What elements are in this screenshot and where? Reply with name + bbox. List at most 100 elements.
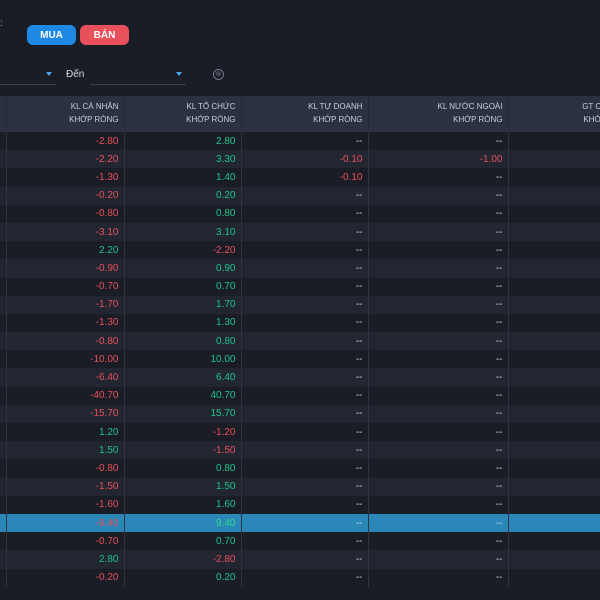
clear-icon[interactable]: ⊗ bbox=[213, 69, 224, 80]
institution-net-cell: 1.30 bbox=[124, 313, 242, 333]
proprietary-net-cell: -- bbox=[241, 313, 369, 333]
individual-net-cell: -3.10 bbox=[6, 222, 125, 242]
foreign-net-cell: -- bbox=[368, 295, 509, 314]
header-institution-net[interactable]: KL TỔ CHỨC KHỚP RÒNG bbox=[124, 96, 242, 132]
individual-value-cell: 1 bbox=[508, 423, 600, 442]
from-date-select[interactable] bbox=[0, 66, 56, 85]
to-label: Đến bbox=[66, 69, 85, 80]
table-row[interactable]: -0.200.20----- bbox=[0, 568, 600, 587]
row-leading-cell bbox=[0, 441, 7, 460]
institution-net-cell: 3.30 bbox=[124, 150, 242, 169]
institution-net-cell: 1.60 bbox=[124, 495, 242, 514]
header-foreign-net[interactable]: KL NƯỚC NGOÀI KHỚP RÒNG bbox=[368, 96, 509, 132]
proprietary-net-cell: -- bbox=[241, 259, 369, 278]
table-row[interactable]: -1.701.70-----1 bbox=[0, 295, 600, 314]
institution-net-cell: 2.80 bbox=[124, 132, 242, 151]
table-row[interactable]: -9.409.40-----8 bbox=[0, 513, 600, 533]
institution-net-cell: 0.80 bbox=[124, 204, 242, 223]
individual-value-cell: - bbox=[508, 168, 600, 187]
table-row[interactable]: -1.501.50-----1 bbox=[0, 477, 600, 496]
table-row[interactable]: 2.80-2.80----2 bbox=[0, 550, 600, 569]
table-row[interactable]: -0.700.70----- bbox=[0, 277, 600, 296]
proprietary-net-cell: -- bbox=[241, 532, 369, 551]
to-date-select[interactable] bbox=[90, 66, 186, 85]
sell-button[interactable]: BÁN bbox=[80, 25, 129, 45]
proprietary-net-cell: -- bbox=[241, 222, 369, 242]
foreign-net-cell: -- bbox=[368, 550, 509, 569]
row-leading-cell bbox=[0, 495, 7, 514]
foreign-net-cell: -- bbox=[368, 259, 509, 278]
individual-value-cell: -1 bbox=[508, 295, 600, 314]
row-leading-cell bbox=[0, 132, 7, 151]
row-leading-cell bbox=[0, 368, 7, 387]
table-row[interactable]: 1.50-1.50----1 bbox=[0, 441, 600, 460]
foreign-net-cell: -- bbox=[368, 132, 509, 151]
table-row[interactable]: -1.301.30-----1 bbox=[0, 313, 600, 333]
header-proprietary-net[interactable]: KL TỰ DOANH KHỚP RÒNG bbox=[241, 96, 369, 132]
individual-net-cell: -2.20 bbox=[6, 150, 125, 169]
row-leading-cell bbox=[0, 186, 7, 205]
buy-button[interactable]: MUA bbox=[27, 25, 76, 45]
individual-value-cell: -37 bbox=[508, 386, 600, 405]
table-row[interactable]: -2.203.30-0.10-1.00-1! bbox=[0, 150, 600, 169]
individual-net-cell: -1.30 bbox=[6, 168, 125, 187]
foreign-net-cell: -- bbox=[368, 168, 509, 187]
individual-value-cell: - bbox=[508, 277, 600, 296]
filter-bar: : MUA BÁN Đến ⊗ bbox=[0, 0, 600, 96]
institution-net-cell: 0.20 bbox=[124, 186, 242, 205]
header-individual-net[interactable]: KL CÁ NHÂN KHỚP RÒNG bbox=[6, 96, 125, 132]
individual-value-cell: 1 bbox=[508, 441, 600, 460]
individual-net-cell: -10.00 bbox=[6, 350, 125, 369]
table-row[interactable]: -1.601.60-----1 bbox=[0, 495, 600, 514]
individual-net-cell: -0.70 bbox=[6, 532, 125, 551]
foreign-net-cell: -- bbox=[368, 441, 509, 460]
table-row[interactable]: 1.20-1.20----1 bbox=[0, 423, 600, 442]
chevron-down-icon bbox=[176, 72, 182, 76]
row-leading-cell bbox=[0, 313, 7, 333]
table-row[interactable]: 2.20-2.20----1 bbox=[0, 241, 600, 260]
foreign-net-cell: -- bbox=[368, 568, 509, 587]
proprietary-net-cell: -- bbox=[241, 204, 369, 223]
individual-value-cell: -2 bbox=[508, 222, 600, 242]
individual-value-cell: -8 bbox=[508, 513, 600, 533]
individual-value-cell: -1 bbox=[508, 495, 600, 514]
individual-value-cell: - bbox=[508, 459, 600, 478]
institution-net-cell: 1.70 bbox=[124, 295, 242, 314]
foreign-net-cell: -1.00 bbox=[368, 150, 509, 169]
header-cell-leading bbox=[0, 96, 7, 132]
proprietary-net-cell: -- bbox=[241, 277, 369, 296]
foreign-net-cell: -- bbox=[368, 241, 509, 260]
individual-value-cell: -1 bbox=[508, 477, 600, 496]
institution-net-cell: 15.70 bbox=[124, 404, 242, 423]
proprietary-net-cell: -- bbox=[241, 186, 369, 205]
row-leading-cell bbox=[0, 550, 7, 569]
table-row[interactable]: -0.200.20----- bbox=[0, 186, 600, 205]
table-row[interactable]: -6.406.40-----5 bbox=[0, 368, 600, 387]
proprietary-net-cell: -0.10 bbox=[241, 168, 369, 187]
table-row[interactable]: -2.802.80-----1 bbox=[0, 132, 600, 151]
individual-value-cell: - bbox=[508, 532, 600, 551]
row-leading-cell bbox=[0, 168, 7, 187]
table-row[interactable]: -0.900.90----- bbox=[0, 259, 600, 278]
row-leading-cell bbox=[0, 459, 7, 478]
table-row[interactable]: -0.800.80----- bbox=[0, 459, 600, 478]
individual-net-cell: -0.90 bbox=[6, 259, 125, 278]
table-row[interactable]: -0.800.80----- bbox=[0, 332, 600, 351]
row-leading-cell bbox=[0, 404, 7, 423]
table-row[interactable]: -1.301.40-0.10--- bbox=[0, 168, 600, 187]
table-row[interactable]: -0.700.70----- bbox=[0, 532, 600, 551]
individual-net-cell: -1.50 bbox=[6, 477, 125, 496]
table-row[interactable]: -3.103.10-----2 bbox=[0, 222, 600, 242]
proprietary-net-cell: -- bbox=[241, 495, 369, 514]
table-row[interactable]: -0.800.80----- bbox=[0, 204, 600, 223]
proprietary-net-cell: -- bbox=[241, 441, 369, 460]
row-leading-cell bbox=[0, 568, 7, 587]
institution-net-cell: 0.20 bbox=[124, 568, 242, 587]
institution-net-cell: 0.70 bbox=[124, 277, 242, 296]
foreign-net-cell: -- bbox=[368, 404, 509, 423]
individual-value-cell: - bbox=[508, 568, 600, 587]
